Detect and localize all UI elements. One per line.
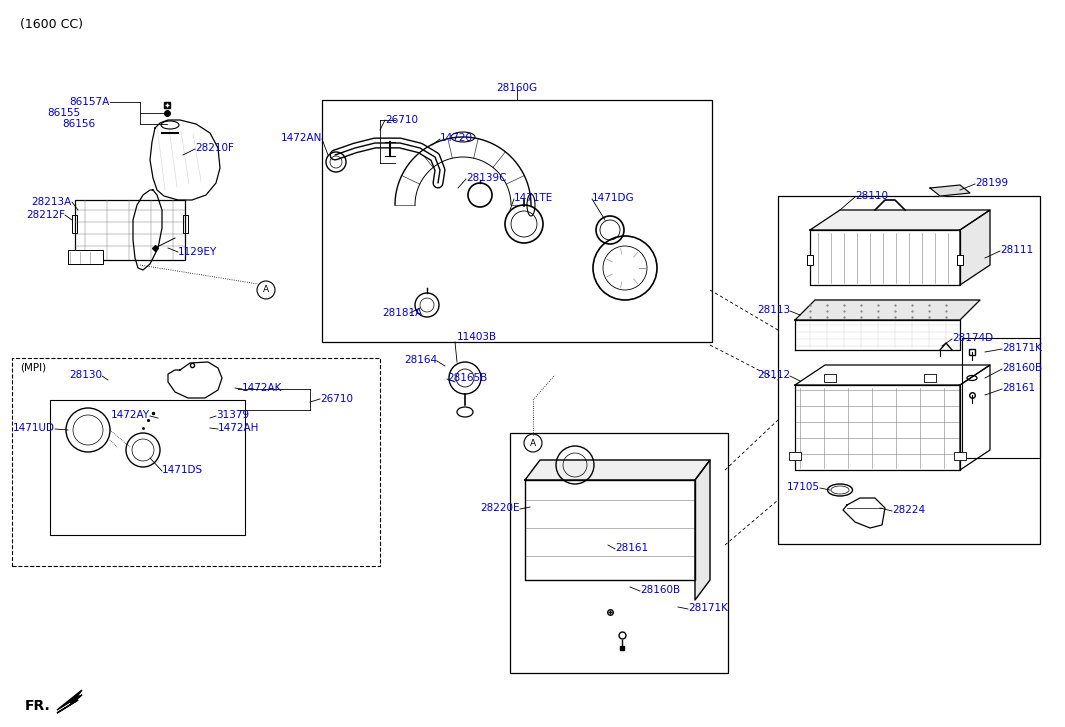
Text: 1129EY: 1129EY [178, 247, 217, 257]
Bar [510, 433, 728, 673]
Polygon shape [150, 120, 220, 200]
Text: 28210F: 28210F [195, 143, 234, 153]
Text: (1600 CC): (1600 CC) [20, 18, 83, 31]
Text: 28113: 28113 [757, 305, 790, 315]
Text: 1472AK: 1472AK [242, 383, 282, 393]
Text: 86157A: 86157A [69, 97, 110, 107]
Bar [72, 215, 77, 233]
Text: 28171K: 28171K [1002, 343, 1042, 353]
Text: 28212F: 28212F [26, 210, 65, 220]
Text: 28213A: 28213A [32, 197, 72, 207]
Text: 17105: 17105 [787, 482, 820, 492]
Bar [954, 452, 966, 460]
Polygon shape [843, 498, 885, 528]
Text: 28161: 28161 [1002, 383, 1035, 393]
Text: 28220E: 28220E [480, 503, 520, 513]
Text: 28174D: 28174D [952, 333, 994, 343]
Text: 28199: 28199 [974, 178, 1009, 188]
Polygon shape [794, 300, 980, 320]
Polygon shape [930, 185, 970, 196]
Polygon shape [960, 210, 990, 285]
Text: 28181A: 28181A [382, 308, 422, 318]
Text: 1472AN: 1472AN [280, 133, 322, 143]
Text: 28130: 28130 [69, 370, 102, 380]
Bar [50, 400, 245, 535]
Bar [75, 200, 185, 260]
Text: A: A [530, 438, 536, 448]
Text: (MPI): (MPI) [20, 363, 46, 373]
Text: 1471UD: 1471UD [13, 423, 55, 433]
Text: 28224: 28224 [892, 505, 925, 515]
Text: A: A [263, 286, 269, 294]
Text: 1471DS: 1471DS [162, 465, 203, 475]
Bar [12, 358, 380, 566]
Polygon shape [794, 385, 960, 470]
Text: 26710: 26710 [320, 394, 353, 404]
Bar [824, 374, 836, 382]
Text: 28111: 28111 [1000, 245, 1033, 255]
Text: 28165B: 28165B [447, 373, 488, 383]
Bar [807, 255, 813, 265]
Polygon shape [525, 480, 695, 580]
Polygon shape [695, 460, 710, 600]
Text: 31379: 31379 [216, 410, 249, 420]
Bar [68, 250, 103, 264]
Bar [924, 374, 936, 382]
Polygon shape [794, 320, 960, 350]
Text: 28139C: 28139C [466, 173, 507, 183]
Text: 1472AH: 1472AH [218, 423, 260, 433]
Text: 14720: 14720 [440, 133, 473, 143]
Text: 86156: 86156 [62, 119, 95, 129]
Bar [957, 255, 963, 265]
Text: 28164: 28164 [404, 355, 437, 365]
Polygon shape [525, 460, 710, 480]
Text: 11403B: 11403B [457, 332, 497, 342]
Text: 86155: 86155 [47, 108, 80, 118]
Polygon shape [810, 230, 960, 285]
Text: 28110: 28110 [855, 191, 888, 201]
Text: 28160G: 28160G [496, 83, 538, 93]
Text: 28171K: 28171K [688, 603, 727, 613]
Text: 28161: 28161 [615, 543, 649, 553]
Bar [779, 196, 1041, 544]
Text: FR.: FR. [24, 699, 51, 713]
Polygon shape [810, 210, 990, 230]
Bar [962, 338, 1041, 458]
Text: 1472AY: 1472AY [111, 410, 150, 420]
Polygon shape [58, 697, 80, 713]
Text: 1471TE: 1471TE [514, 193, 553, 203]
Bar [789, 452, 801, 460]
Bar [183, 215, 189, 233]
Text: 28160B: 28160B [1002, 363, 1043, 373]
Text: 28160B: 28160B [640, 585, 681, 595]
Polygon shape [168, 362, 222, 398]
Polygon shape [133, 190, 162, 270]
Bar [322, 100, 712, 342]
Polygon shape [58, 690, 82, 710]
Text: 26710: 26710 [386, 115, 417, 125]
Text: 1471DG: 1471DG [592, 193, 635, 203]
Text: 28112: 28112 [757, 370, 790, 380]
